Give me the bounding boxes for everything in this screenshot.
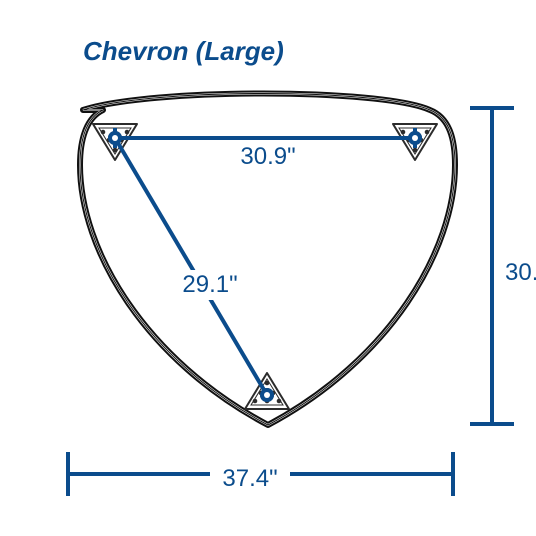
dim-width-label: 37.4" <box>222 465 277 492</box>
hub-bottom <box>260 388 274 402</box>
dim-height-label: 30.3" <box>505 259 536 286</box>
hub-top-right <box>408 131 422 145</box>
dim-top-label: 30.9" <box>240 143 295 170</box>
hub-top-left <box>108 131 122 145</box>
dim-diagonal-label: 29.1" <box>182 271 237 298</box>
diagram-title: Chevron (Large) <box>83 36 284 66</box>
canvas-bg <box>0 0 536 536</box>
dimension-diagram: Chevron (Large) 30.9" 29.1" 30.3" 37.4" <box>0 0 536 536</box>
